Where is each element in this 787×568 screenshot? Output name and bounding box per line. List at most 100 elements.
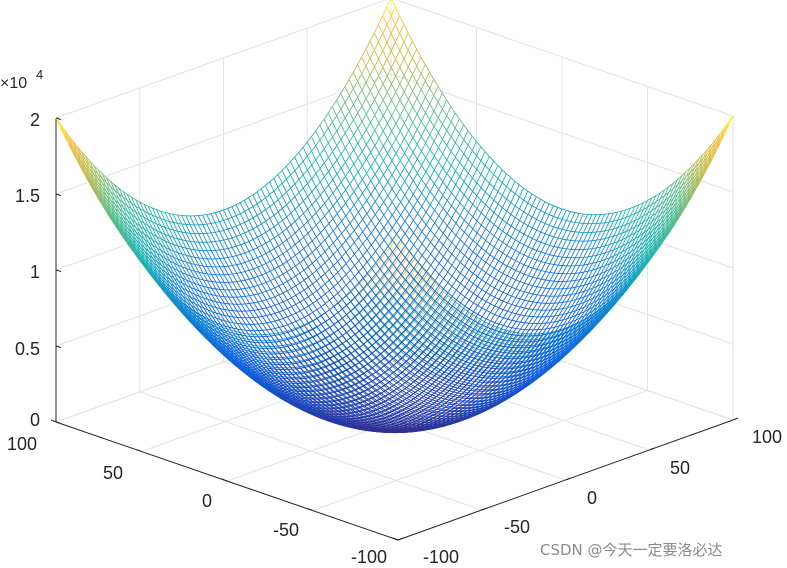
mesh-line bbox=[187, 317, 193, 323]
mesh-line bbox=[316, 232, 321, 238]
mesh-line bbox=[118, 193, 124, 198]
mesh-line bbox=[110, 199, 116, 205]
mesh-line bbox=[161, 279, 167, 284]
mesh-line bbox=[329, 309, 335, 316]
mesh-line bbox=[324, 293, 330, 301]
mesh-line bbox=[292, 356, 297, 359]
mesh-line bbox=[303, 299, 309, 307]
mesh-line bbox=[144, 264, 150, 270]
mesh-line bbox=[148, 231, 153, 235]
mesh-line bbox=[190, 275, 196, 284]
mesh-line bbox=[261, 220, 266, 225]
mesh-line bbox=[122, 196, 128, 207]
mesh-line bbox=[319, 181, 325, 191]
mesh-line bbox=[312, 300, 318, 304]
mesh-line bbox=[135, 232, 141, 241]
mesh-line bbox=[131, 223, 137, 229]
mesh-line bbox=[216, 307, 221, 310]
mesh-line bbox=[342, 323, 347, 328]
mesh-line bbox=[311, 136, 317, 146]
mesh-line bbox=[342, 326, 348, 333]
mesh-line bbox=[152, 234, 158, 243]
mesh-line bbox=[207, 293, 212, 296]
mesh-line bbox=[279, 347, 285, 354]
mesh-line bbox=[143, 210, 149, 214]
mesh-line bbox=[328, 247, 334, 255]
mesh-line bbox=[295, 321, 301, 328]
mesh-line bbox=[261, 272, 267, 276]
mesh-line bbox=[269, 237, 275, 241]
mesh-line bbox=[299, 308, 305, 312]
mesh-line bbox=[173, 273, 179, 282]
mesh-line bbox=[290, 232, 296, 237]
mesh-line bbox=[182, 277, 187, 281]
mesh-line bbox=[143, 204, 149, 214]
mesh-line bbox=[177, 238, 182, 241]
mesh-line bbox=[106, 191, 112, 201]
mesh-line bbox=[307, 266, 313, 275]
mesh-line bbox=[308, 323, 314, 330]
mesh-line bbox=[257, 316, 263, 324]
mesh-line bbox=[265, 282, 271, 290]
mesh-line bbox=[257, 276, 263, 285]
mesh-line bbox=[307, 150, 312, 157]
mesh-line bbox=[278, 234, 284, 244]
mesh-line bbox=[323, 162, 329, 172]
mesh-line bbox=[342, 335, 348, 341]
mesh-line bbox=[315, 125, 321, 132]
mesh-line bbox=[181, 266, 187, 275]
mesh-line bbox=[194, 270, 200, 273]
mesh-line bbox=[328, 198, 334, 207]
mesh-line bbox=[228, 289, 234, 298]
mesh-line bbox=[152, 265, 158, 270]
mesh-line bbox=[333, 355, 339, 362]
mesh-line bbox=[93, 169, 99, 179]
mesh-line bbox=[283, 364, 289, 370]
mesh-line bbox=[320, 312, 326, 317]
mesh-line bbox=[123, 232, 129, 238]
mesh-line bbox=[290, 247, 296, 256]
mesh-line bbox=[215, 288, 221, 290]
mesh-line bbox=[164, 219, 170, 222]
mesh-line bbox=[282, 271, 288, 275]
mesh-line bbox=[178, 305, 184, 311]
mesh-line bbox=[190, 301, 196, 305]
mesh-line bbox=[244, 230, 250, 234]
mesh-line bbox=[232, 310, 238, 318]
mesh-line bbox=[215, 312, 221, 320]
mesh-line bbox=[199, 301, 205, 309]
mesh-line bbox=[157, 282, 163, 288]
mesh-line bbox=[315, 207, 321, 213]
mesh-line bbox=[72, 150, 78, 157]
mesh-line bbox=[269, 333, 275, 335]
mesh-line bbox=[257, 308, 263, 311]
mesh-line bbox=[290, 372, 296, 378]
mesh-line bbox=[127, 241, 133, 247]
mesh-line bbox=[140, 243, 145, 249]
mesh-line bbox=[206, 214, 212, 224]
mesh-line bbox=[131, 241, 137, 247]
mesh-line bbox=[277, 223, 283, 233]
mesh-line bbox=[270, 312, 276, 315]
mesh-line bbox=[101, 178, 107, 183]
mesh-line bbox=[299, 272, 305, 281]
mesh-line bbox=[244, 279, 250, 288]
mesh-line bbox=[319, 176, 325, 183]
mesh-line bbox=[191, 321, 197, 327]
mesh-line bbox=[170, 296, 176, 301]
mesh-line bbox=[333, 302, 339, 307]
mesh-line bbox=[214, 222, 220, 232]
mesh-line bbox=[76, 149, 82, 156]
mesh-line bbox=[156, 230, 162, 233]
mesh-line bbox=[332, 238, 338, 244]
mesh-line bbox=[290, 174, 296, 185]
mesh-line bbox=[311, 199, 317, 205]
mesh-line bbox=[85, 163, 91, 170]
mesh-line bbox=[148, 242, 154, 251]
mesh-line bbox=[152, 207, 157, 211]
mesh-line bbox=[195, 322, 201, 327]
mesh-line bbox=[299, 316, 305, 320]
mesh-line bbox=[328, 235, 334, 244]
mesh-line bbox=[290, 208, 296, 214]
mesh-line bbox=[106, 212, 112, 219]
